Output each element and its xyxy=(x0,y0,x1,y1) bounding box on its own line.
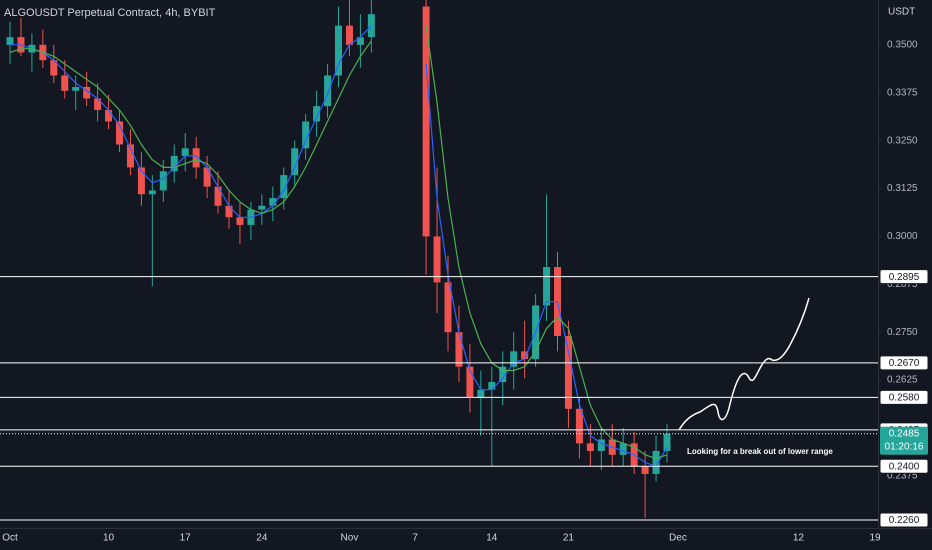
level-label: 0.2260 xyxy=(889,515,920,526)
candle-body xyxy=(105,109,113,122)
level-label: 0.2580 xyxy=(889,392,920,403)
y-tick-label: 0.3250 xyxy=(887,135,918,146)
candle-body xyxy=(214,186,222,206)
x-tick-label: 21 xyxy=(563,533,575,544)
level-label-box xyxy=(879,512,929,528)
x-tick-label: 14 xyxy=(486,533,498,544)
annotation: Looking for a break out of lower range xyxy=(687,447,833,456)
candle-body xyxy=(367,14,375,38)
moving-average-line xyxy=(9,25,668,460)
candle-body xyxy=(510,351,518,367)
x-tick-label: 7 xyxy=(412,533,418,544)
candle-body xyxy=(192,148,200,168)
candle-body xyxy=(159,171,167,191)
candle-body xyxy=(619,443,627,455)
candle-body xyxy=(302,121,310,149)
candle-body xyxy=(61,75,69,91)
candle-body xyxy=(324,75,332,107)
candle-body xyxy=(170,155,178,172)
candle-body xyxy=(663,433,671,451)
candle-body xyxy=(564,336,572,409)
candle-body xyxy=(50,60,58,76)
x-tick-label: 24 xyxy=(256,533,268,544)
countdown-label: 01:20:16 xyxy=(885,441,924,452)
candle-body xyxy=(345,25,353,45)
candle-body xyxy=(543,267,551,306)
y-tick-label: 0.2375 xyxy=(887,471,918,482)
candle-body xyxy=(521,351,529,360)
candle-body xyxy=(444,282,452,333)
candle-body xyxy=(499,366,507,383)
level-label-box xyxy=(879,269,929,285)
x-tick-label: Nov xyxy=(341,533,359,544)
level-label: 0.2400 xyxy=(889,461,920,472)
candle-body xyxy=(236,217,244,225)
candle-body xyxy=(203,167,211,187)
candle-body xyxy=(586,443,594,451)
y-tick-label: 0.2625 xyxy=(887,375,918,386)
candle-body xyxy=(258,205,266,210)
x-tick-label: 10 xyxy=(103,533,115,544)
plot xyxy=(6,0,671,519)
y-tick-label: 0.2875 xyxy=(887,279,918,290)
candle-body xyxy=(181,148,189,156)
level-label: 0.2670 xyxy=(889,358,920,369)
projection-drawing xyxy=(678,297,810,431)
y-axis-label: USDT xyxy=(888,7,915,18)
y-tick-label: 0.3500 xyxy=(887,39,918,50)
level-label-box xyxy=(879,458,929,474)
candle-body xyxy=(225,205,233,218)
candle-body xyxy=(280,175,288,199)
candle-body xyxy=(83,86,91,99)
candle-body xyxy=(652,450,660,474)
candle-body xyxy=(269,198,277,206)
level-label-box xyxy=(879,389,929,405)
level-label-box xyxy=(879,355,929,371)
candle-body xyxy=(422,6,430,237)
candle-body xyxy=(72,86,80,91)
y-tick-label: 0.2750 xyxy=(887,327,918,338)
candle-body xyxy=(313,106,321,122)
y-tick-label: 0.3125 xyxy=(887,183,918,194)
candle-body xyxy=(356,37,364,45)
chart-title: ALGOUSDT Perpetual Contract, 4h, BYBIT xyxy=(4,7,216,19)
candle-body xyxy=(641,466,649,474)
candle-body xyxy=(488,382,496,390)
candle-body xyxy=(116,121,123,145)
x-tick-label: 19 xyxy=(869,533,881,544)
candle-body xyxy=(137,167,145,195)
candle-body xyxy=(433,236,441,283)
candle-body xyxy=(126,144,134,168)
candle-body xyxy=(94,98,102,110)
candle-body xyxy=(6,37,14,45)
candle-body xyxy=(575,408,583,444)
candle-body xyxy=(148,190,156,195)
x-tick-label: Oct xyxy=(2,533,18,544)
x-tick-label: 17 xyxy=(180,533,192,544)
candle-body xyxy=(597,439,605,451)
level-label: 0.2895 xyxy=(889,272,920,283)
current-price-box xyxy=(880,426,928,455)
x-tick-label: 12 xyxy=(793,533,805,544)
x-tick-label: Dec xyxy=(669,533,687,544)
y-tick-label: 0.3000 xyxy=(887,231,918,242)
candle-body xyxy=(466,366,474,398)
moving-average-line xyxy=(10,25,668,468)
candle-body xyxy=(477,389,485,398)
y-tick-label: 0.3375 xyxy=(887,87,918,98)
current-price-label: 0.2485 xyxy=(889,428,920,439)
candle-body xyxy=(455,332,463,367)
candle-body xyxy=(291,148,299,176)
candle-body xyxy=(335,25,342,76)
